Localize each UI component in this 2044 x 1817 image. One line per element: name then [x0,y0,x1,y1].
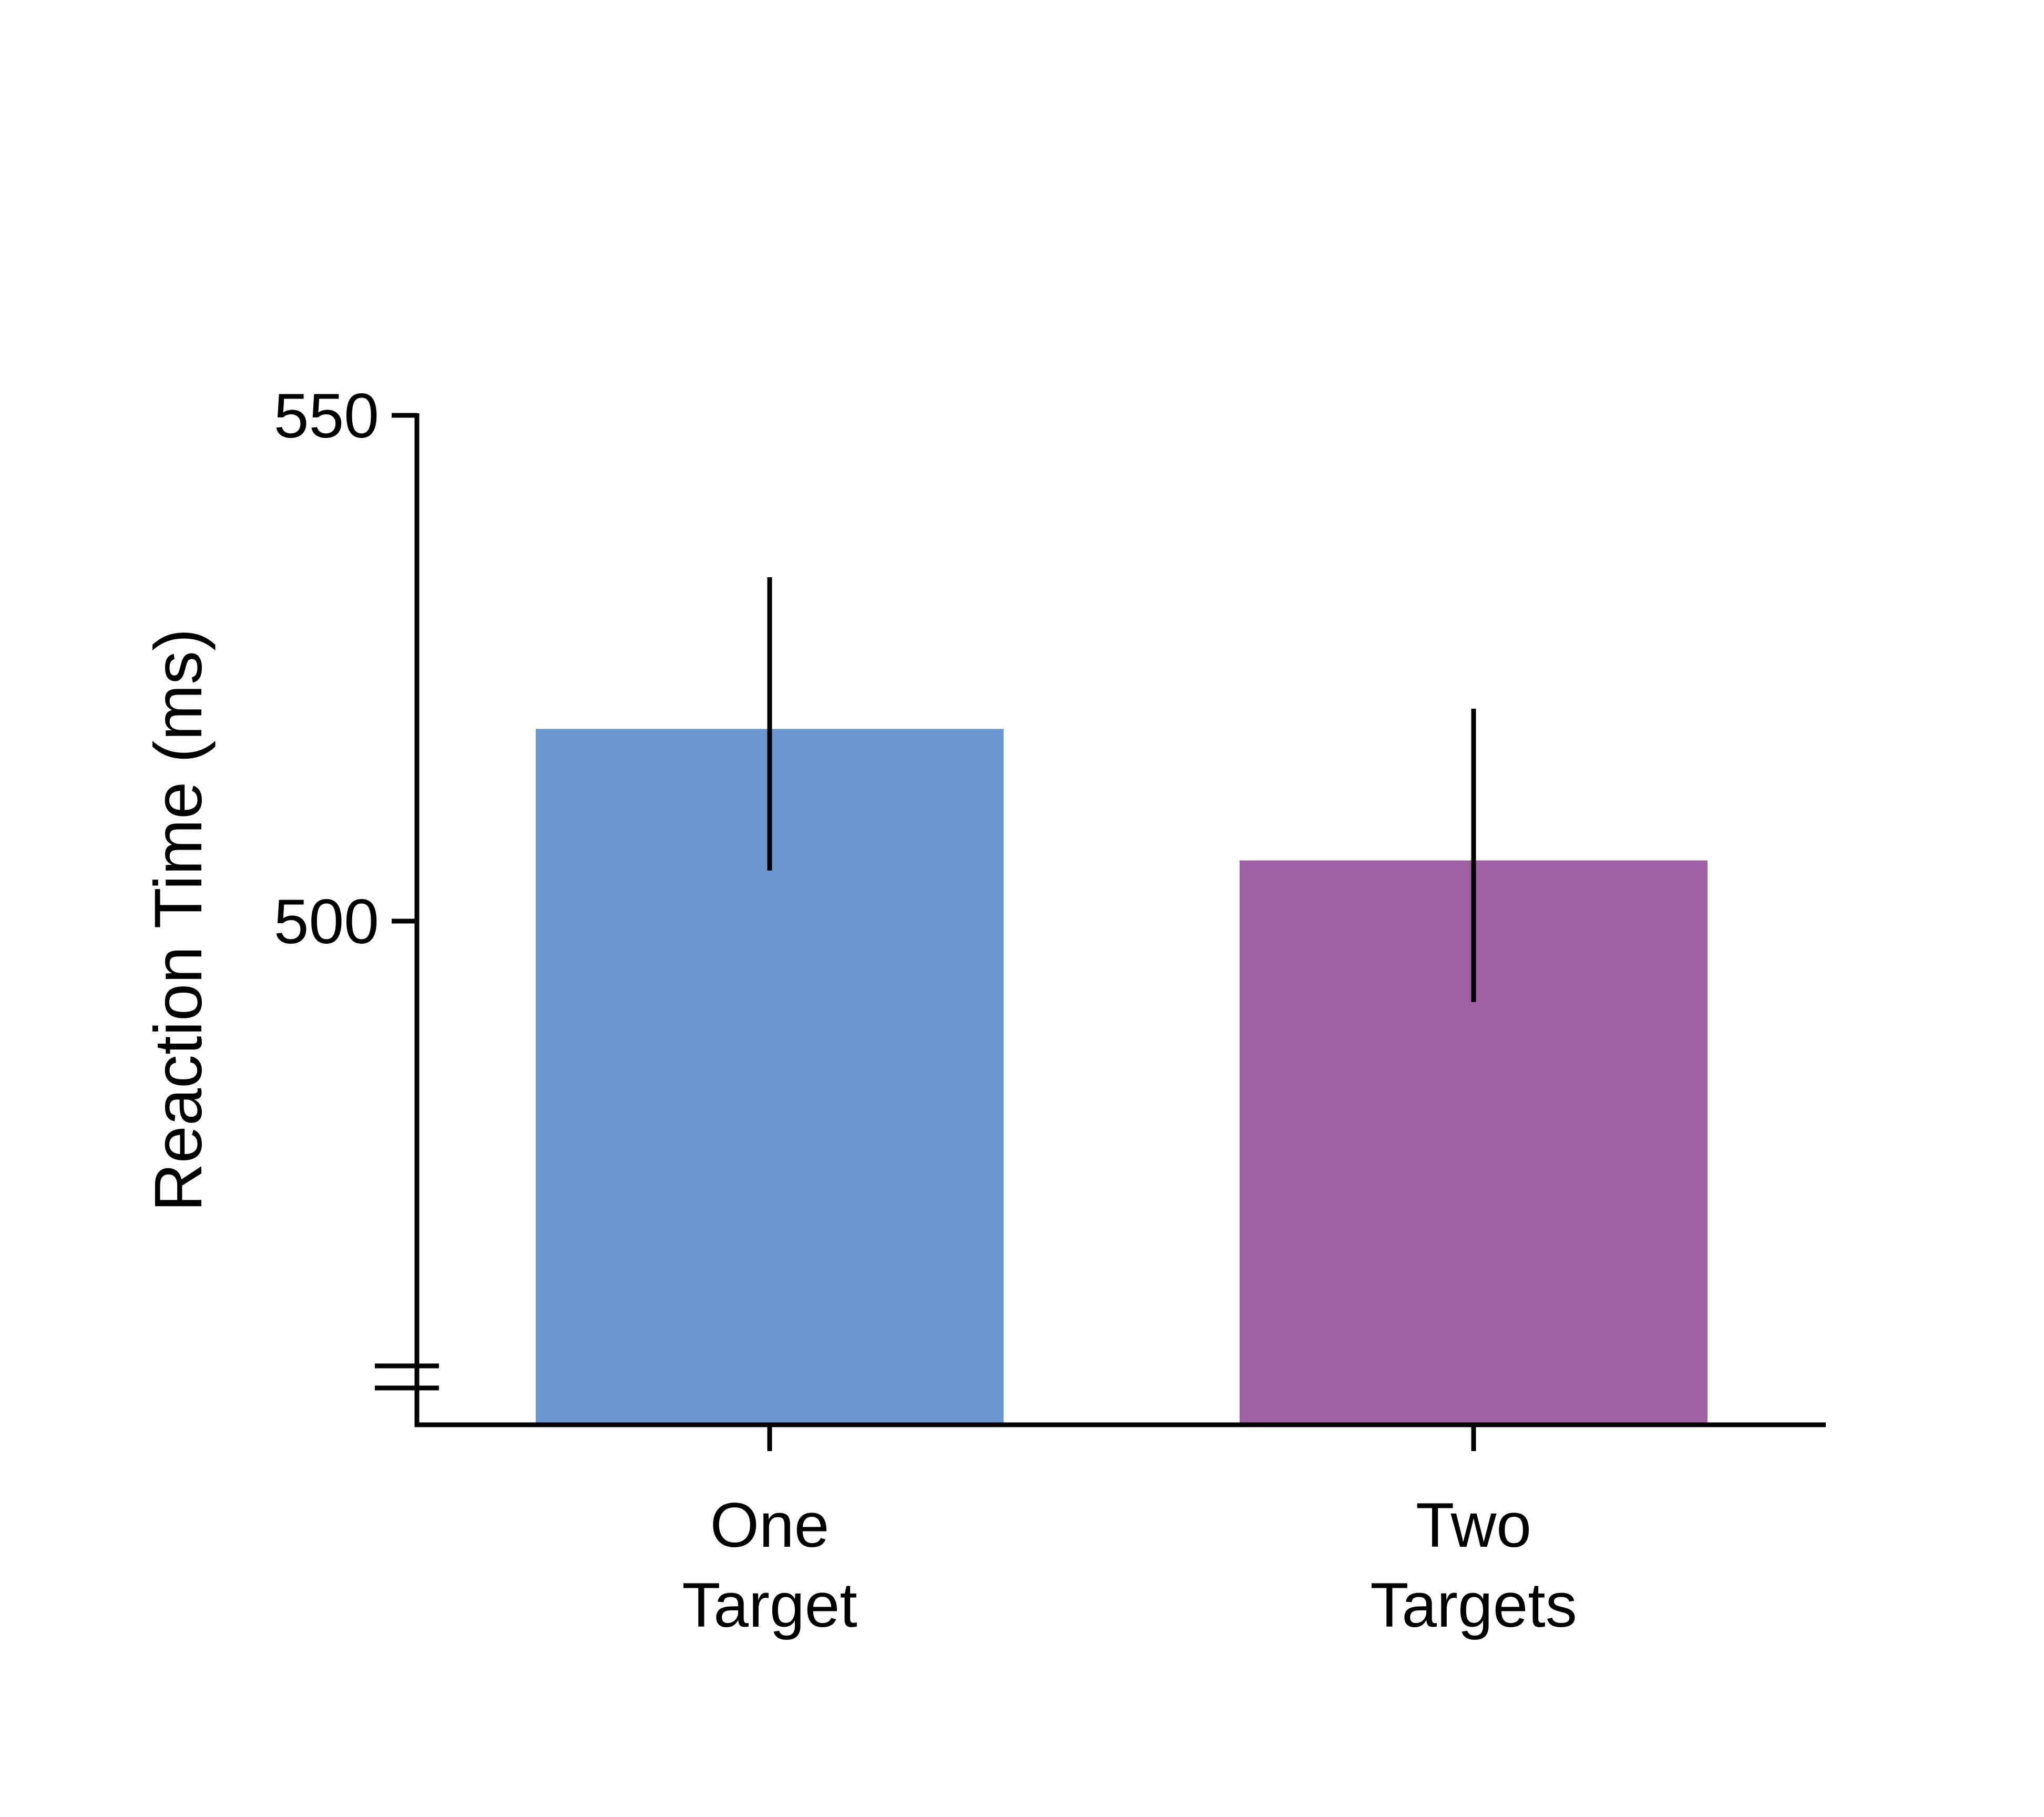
error-bars-group [767,577,1476,1002]
y-axis-title: Reaction Time (ms) [141,628,216,1212]
x-category-label-1: One Target [682,1490,857,1640]
x-category-label-line: Targets [1370,1570,1577,1640]
x-category-label-2: Two Targets [1370,1490,1577,1640]
labels-group: 500 550 One Target Two Targets Reaction Time (… [141,381,1577,1640]
y-tick-label-550: 550 [274,381,379,451]
bars-group [536,729,1708,1425]
x-category-label-line: Target [682,1570,857,1640]
x-category-label-line: Two [1416,1490,1531,1560]
axes-group [375,413,1826,1451]
x-category-label-line: One [710,1490,830,1560]
y-tick-label-500: 500 [274,886,379,957]
